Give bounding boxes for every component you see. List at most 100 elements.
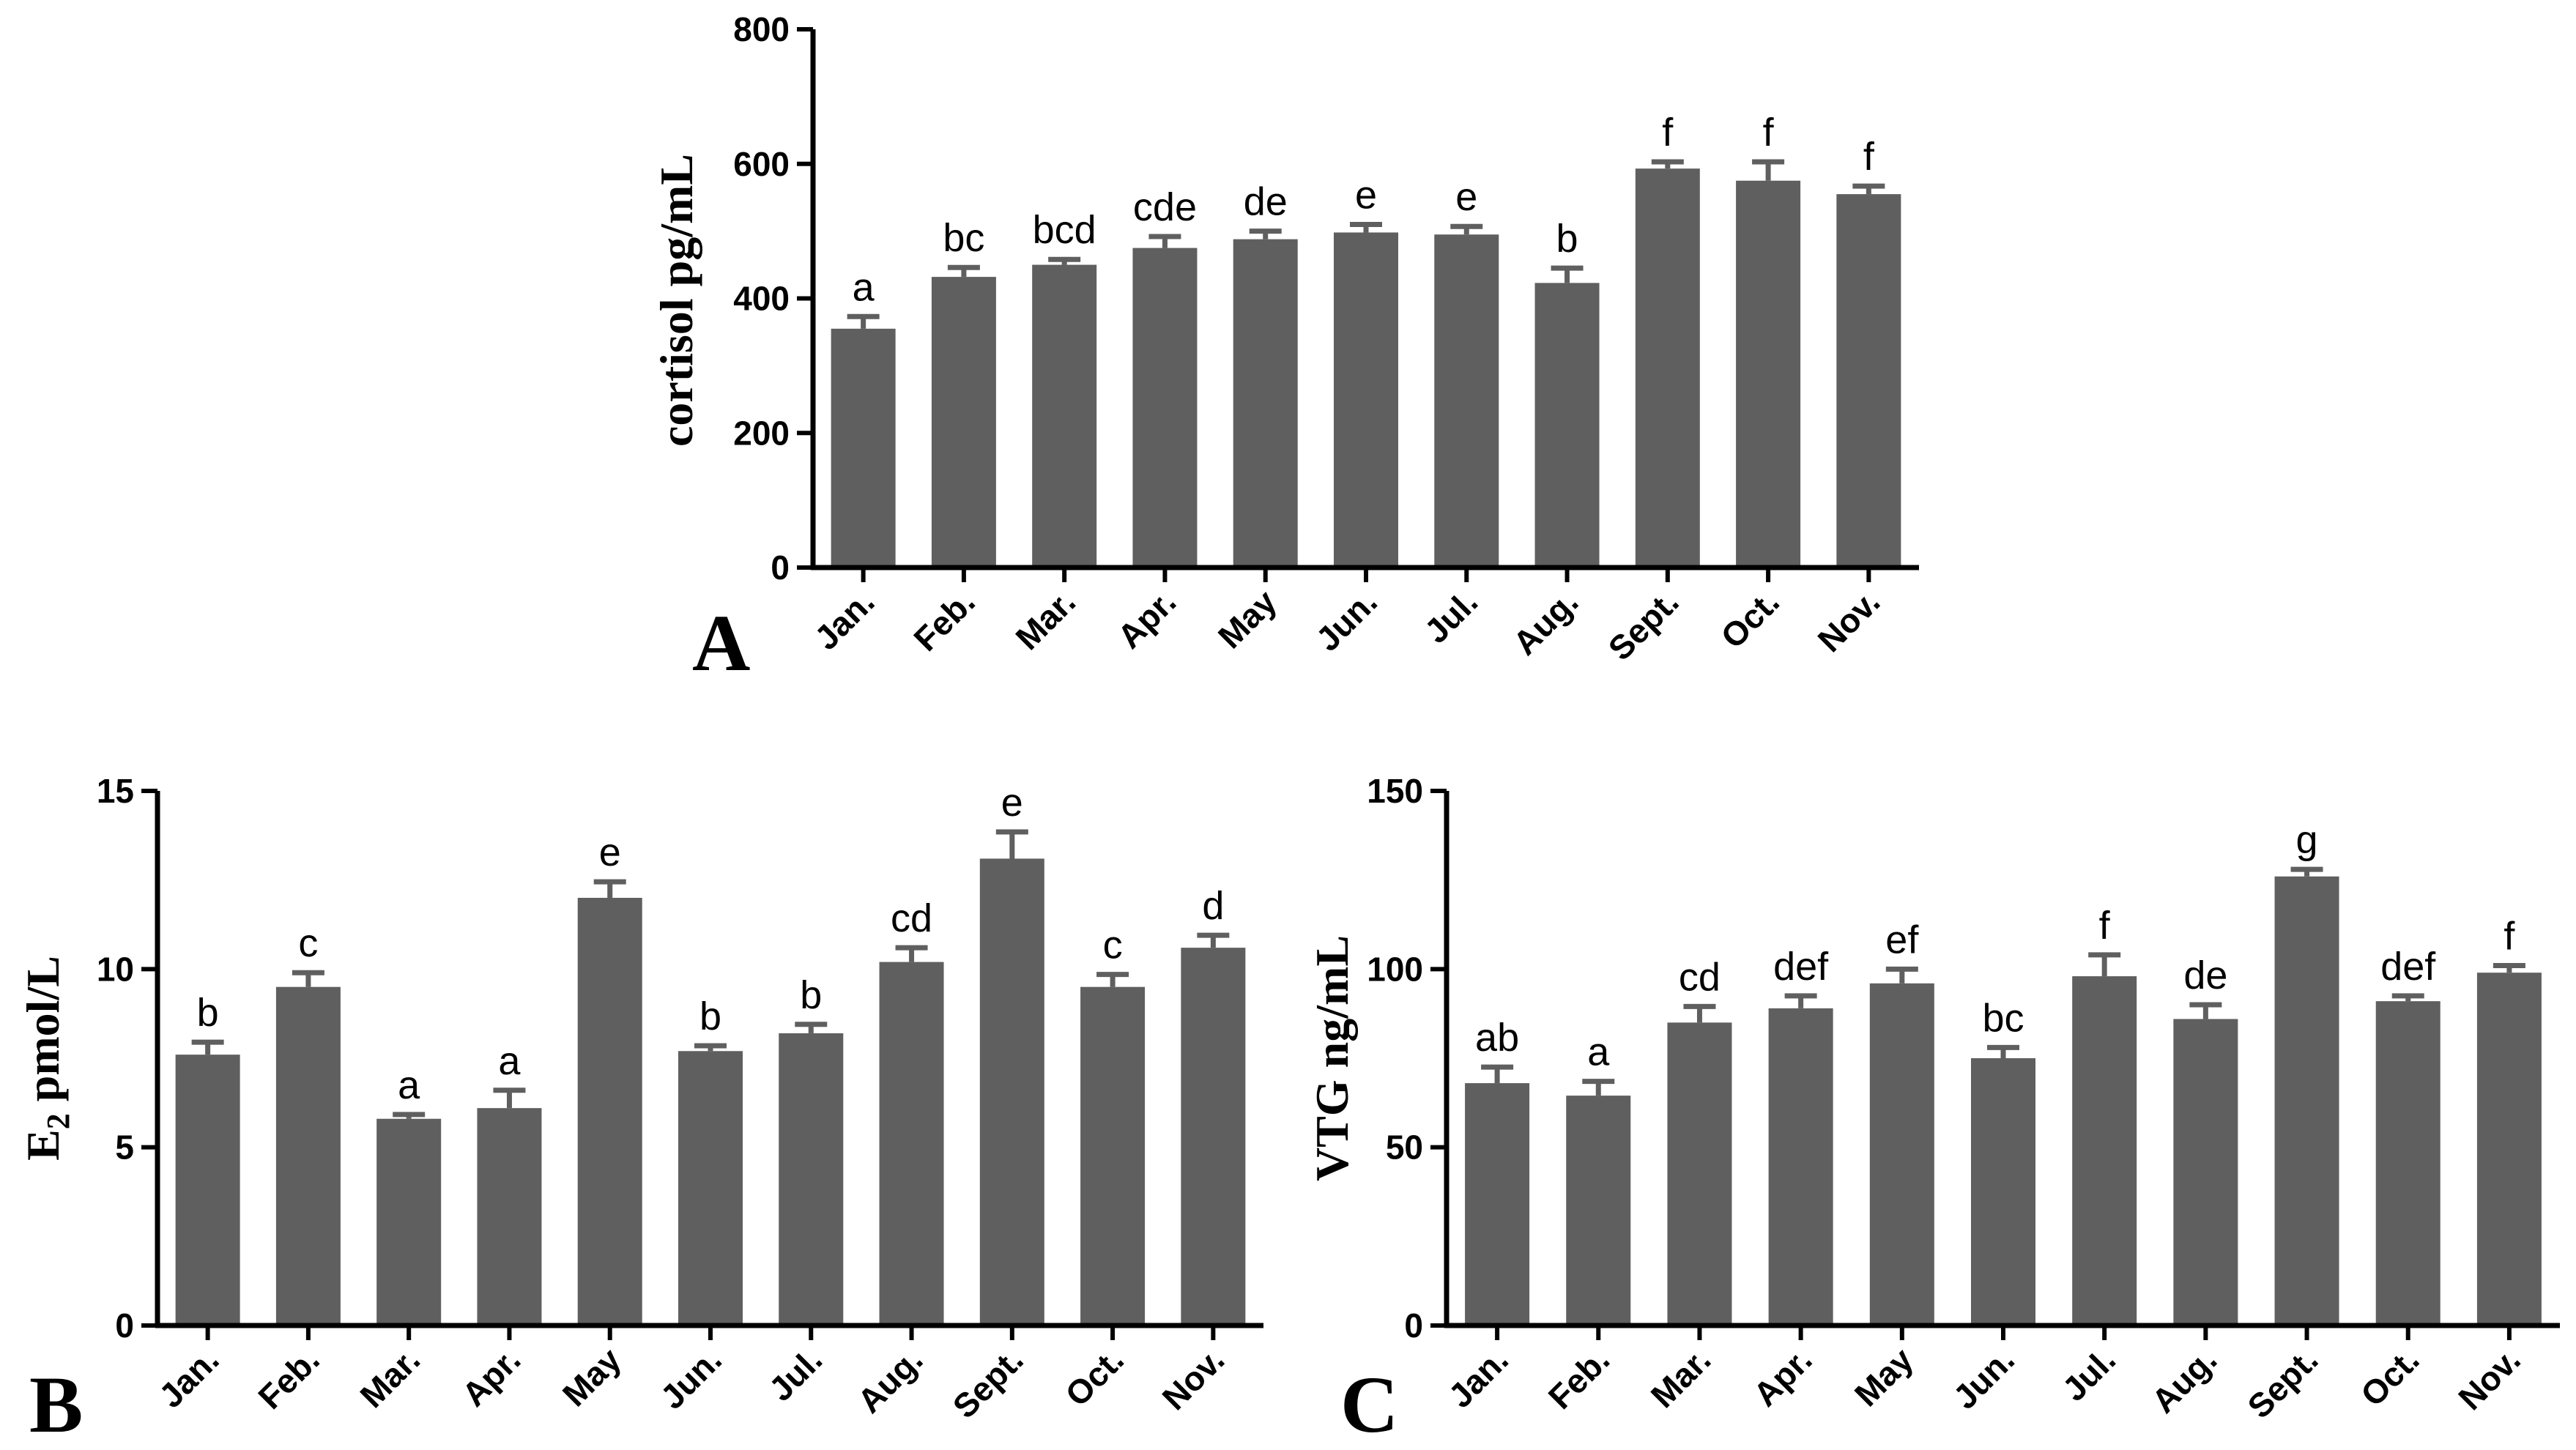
panel-a-x-tick-label-9: Oct. xyxy=(1713,582,1786,655)
panel-c-significance-label-4: ef xyxy=(1885,918,1919,962)
panel-a-bar-6 xyxy=(1434,234,1499,568)
panel-c-bar-1 xyxy=(1566,1096,1631,1326)
panel-a-bar-3 xyxy=(1132,248,1198,568)
panel-b-bar-8 xyxy=(979,858,1044,1326)
panel-c-significance-label-7: de xyxy=(2183,953,2227,997)
panel-a-significance-label-0: a xyxy=(853,265,875,309)
panel-a-x-tick-label-7: Aug. xyxy=(1506,582,1586,662)
panel-a-significance-label-9: f xyxy=(1763,111,1775,155)
panel-a-bar-9 xyxy=(1736,180,1801,568)
panel-b-y-tick-label-1: 5 xyxy=(115,1129,134,1167)
panel-b-x-tick-label-4: May xyxy=(555,1340,628,1413)
panel-b-x-tick-label-2: Mar. xyxy=(352,1340,427,1415)
panel-c-significance-label-10: f xyxy=(2503,914,2515,958)
panel-b-significance-label-9: c xyxy=(1103,923,1123,967)
panel-b-significance-label-0: b xyxy=(197,991,219,1035)
panel-c-letter: C xyxy=(1340,1360,1398,1449)
panel-a-x-tick-label-10: Nov. xyxy=(1811,582,1888,659)
panel-a-x-tick-label-6: Jul. xyxy=(1417,582,1485,650)
panel-a-letter: A xyxy=(692,598,750,688)
panel-a-y-tick-label-1: 200 xyxy=(733,414,790,452)
panel-c-significance-label-5: bc xyxy=(1982,996,2024,1040)
panel-c-y-tick-label-3: 150 xyxy=(1367,772,1423,810)
panel-b-x-tick-label-7: Aug. xyxy=(850,1340,930,1420)
panel-b-significance-label-8: e xyxy=(1001,781,1023,825)
panel-b-significance-label-6: b xyxy=(800,973,822,1017)
panel-a-x-tick-label-5: Jun. xyxy=(1308,582,1384,658)
panel-a-significance-label-2: bcd xyxy=(1033,208,1096,252)
panel-c-x-tick-label-7: Aug. xyxy=(2144,1340,2224,1420)
panel-b-y-tick-label-3: 15 xyxy=(97,772,134,810)
panel-a-significance-label-8: f xyxy=(1662,111,1674,155)
panel-b-significance-label-10: d xyxy=(1202,884,1224,928)
panel-a-x-tick-label-1: Feb. xyxy=(906,582,982,658)
panel-c-x-tick-label-3: Apr. xyxy=(1746,1340,1819,1413)
panel-a-x-tick-label-8: Sept. xyxy=(1601,582,1686,667)
panel-c-x-tick-label-10: Nov. xyxy=(2451,1340,2528,1417)
panel-b-x-tick-label-8: Sept. xyxy=(946,1340,1031,1425)
panel-c-y-tick-label-1: 50 xyxy=(1386,1129,1423,1167)
panel-c-significance-label-6: f xyxy=(2099,904,2111,948)
panel-c-bar-0 xyxy=(1465,1083,1530,1326)
panel-a-bar-5 xyxy=(1334,232,1398,568)
panel-c-bar-2 xyxy=(1667,1022,1732,1326)
panel-b-significance-label-3: a xyxy=(498,1039,521,1083)
panel-b-bar-9 xyxy=(1080,986,1146,1326)
panel-a-x-tick-label-0: Jan. xyxy=(807,582,882,657)
panel-a-y-axis-title: cortisol pg/mL xyxy=(650,154,702,447)
panel-a-bar-7 xyxy=(1534,283,1600,568)
panel-b-y-tick-label-2: 10 xyxy=(97,950,134,988)
panel-b-x-tick-label-3: Apr. xyxy=(454,1340,527,1413)
panel-a-bar-4 xyxy=(1233,239,1298,568)
panel-a-bar-8 xyxy=(1635,168,1700,568)
panel-c-bar-4 xyxy=(1869,983,1934,1326)
panel-b-significance-label-2: a xyxy=(398,1063,420,1107)
panel-a-significance-label-5: e xyxy=(1355,173,1377,217)
panel-a-significance-label-7: b xyxy=(1556,217,1578,261)
panel-b-bar-7 xyxy=(879,962,944,1326)
panel-c-x-tick-label-2: Mar. xyxy=(1644,1340,1718,1415)
panel-c-bar-10 xyxy=(2476,973,2542,1326)
panel-a-y-tick-label-2: 400 xyxy=(733,280,790,318)
panel-c-chart: ab a cd def ef bc f de g def f 0 50 100 150 Jan. Feb. Mar… xyxy=(1306,772,2560,1449)
panel-b-significance-label-1: c xyxy=(298,921,318,965)
panel-c-bar-6 xyxy=(2072,976,2137,1326)
panel-b-significance-label-7: cd xyxy=(891,896,932,940)
panel-b-y-tick-label-0: 0 xyxy=(115,1306,134,1345)
panel-b-letter: B xyxy=(29,1360,83,1449)
panel-b-significance-label-5: b xyxy=(699,994,721,1038)
panel-c-significance-label-9: def xyxy=(2380,945,2436,989)
panel-c-significance-label-2: cd xyxy=(1679,955,1721,999)
panel-a-significance-label-3: cde xyxy=(1133,185,1197,229)
panel-c-significance-label-8: g xyxy=(2296,818,2318,862)
panel-b-x-tick-label-1: Feb. xyxy=(250,1340,327,1416)
panel-a-x-tick-label-4: May xyxy=(1211,582,1284,655)
panel-b-bar-5 xyxy=(678,1051,743,1326)
panel-a-bar-10 xyxy=(1836,194,1901,568)
panel-c-x-tick-label-6: Jul. xyxy=(2055,1340,2123,1408)
panel-b-x-tick-label-6: Jul. xyxy=(762,1340,830,1408)
panel-c-x-tick-label-0: Jan. xyxy=(1441,1340,1515,1415)
panel-a-y-tick-label-0: 0 xyxy=(771,549,790,587)
panel-b-x-tick-label-5: Jun. xyxy=(653,1340,729,1416)
panel-c-significance-label-3: def xyxy=(1773,945,1829,989)
panel-a-significance-label-10: f xyxy=(1863,135,1875,179)
panel-c-x-tick-label-1: Feb. xyxy=(1541,1340,1617,1416)
panel-a-y-tick-label-4: 800 xyxy=(733,10,790,48)
panel-c-x-tick-label-9: Oct. xyxy=(2353,1340,2427,1413)
panel-b-bar-0 xyxy=(175,1055,240,1326)
panel-b-significance-label-4: e xyxy=(599,830,621,874)
panel-b-bar-10 xyxy=(1181,948,1246,1326)
panel-a-significance-label-1: bc xyxy=(943,216,984,260)
panel-b-x-tick-label-0: Jan. xyxy=(152,1340,226,1415)
panel-b-bar-1 xyxy=(275,986,341,1326)
panel-b-x-tick-label-10: Nov. xyxy=(1155,1340,1232,1417)
panel-c-bar-5 xyxy=(1971,1058,2035,1326)
panel-c-bar-8 xyxy=(2274,876,2339,1326)
panel-b-bar-6 xyxy=(779,1033,844,1326)
panel-c-bar-3 xyxy=(1768,1008,1833,1326)
panel-c-y-tick-label-2: 100 xyxy=(1367,950,1423,988)
